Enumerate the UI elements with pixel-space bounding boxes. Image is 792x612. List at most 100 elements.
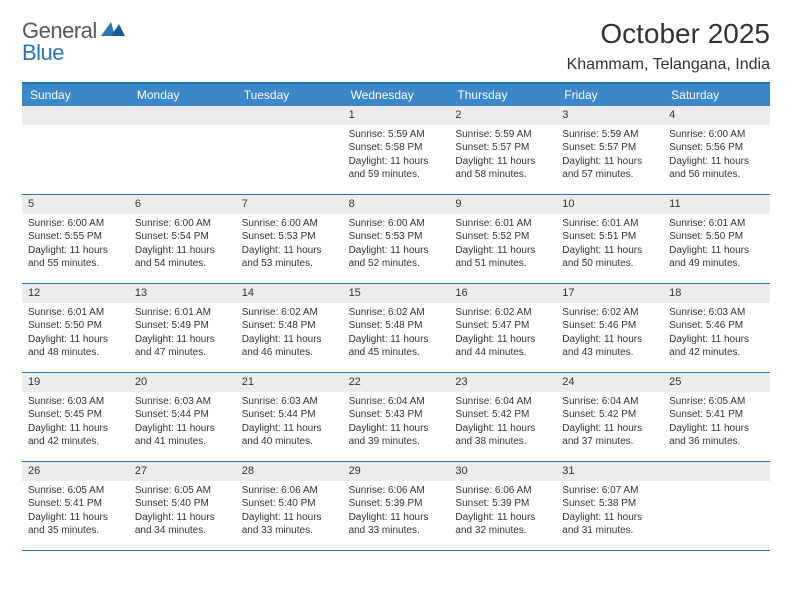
day-cell: 21Sunrise: 6:03 AMSunset: 5:44 PMDayligh… [236,373,343,461]
week-row: 5Sunrise: 6:00 AMSunset: 5:55 PMDaylight… [22,195,770,284]
day-cell: 18Sunrise: 6:03 AMSunset: 5:46 PMDayligh… [663,284,770,372]
daylight-text: Daylight: 11 hours and 41 minutes. [135,422,230,449]
daylight-text: Daylight: 11 hours and 49 minutes. [669,244,764,271]
sunrise-text: Sunrise: 6:05 AM [28,484,123,498]
sunset-text: Sunset: 5:49 PM [135,319,230,333]
day-cell: 17Sunrise: 6:02 AMSunset: 5:46 PMDayligh… [556,284,663,372]
sunset-text: Sunset: 5:50 PM [669,230,764,244]
week-row: 26Sunrise: 6:05 AMSunset: 5:41 PMDayligh… [22,462,770,551]
day-number: 12 [22,284,129,303]
sunrise-text: Sunrise: 6:05 AM [669,395,764,409]
sunset-text: Sunset: 5:41 PM [669,408,764,422]
day-header-cell: Wednesday [343,84,450,106]
daylight-text: Daylight: 11 hours and 39 minutes. [349,422,444,449]
day-cell: 30Sunrise: 6:06 AMSunset: 5:39 PMDayligh… [449,462,556,550]
day-content: Sunrise: 5:59 AMSunset: 5:58 PMDaylight:… [343,125,450,186]
day-cell: 25Sunrise: 6:05 AMSunset: 5:41 PMDayligh… [663,373,770,461]
calendar: SundayMondayTuesdayWednesdayThursdayFrid… [22,82,770,551]
sunset-text: Sunset: 5:47 PM [455,319,550,333]
sunrise-text: Sunrise: 6:00 AM [242,217,337,231]
day-content: Sunrise: 6:06 AMSunset: 5:39 PMDaylight:… [343,481,450,542]
day-number: 20 [129,373,236,392]
daylight-text: Daylight: 11 hours and 34 minutes. [135,511,230,538]
day-cell: 19Sunrise: 6:03 AMSunset: 5:45 PMDayligh… [22,373,129,461]
header: General October 2025 Khammam, Telangana,… [22,18,770,74]
daylight-text: Daylight: 11 hours and 50 minutes. [562,244,657,271]
day-number: 14 [236,284,343,303]
daylight-text: Daylight: 11 hours and 35 minutes. [28,511,123,538]
sunrise-text: Sunrise: 6:03 AM [669,306,764,320]
day-cell: 5Sunrise: 6:00 AMSunset: 5:55 PMDaylight… [22,195,129,283]
day-content: Sunrise: 6:03 AMSunset: 5:46 PMDaylight:… [663,303,770,364]
day-cell: 16Sunrise: 6:02 AMSunset: 5:47 PMDayligh… [449,284,556,372]
day-number: 27 [129,462,236,481]
sunrise-text: Sunrise: 5:59 AM [455,128,550,142]
sunset-text: Sunset: 5:40 PM [242,497,337,511]
day-header-cell: Sunday [22,84,129,106]
sunset-text: Sunset: 5:42 PM [562,408,657,422]
sunset-text: Sunset: 5:55 PM [28,230,123,244]
day-cell: 3Sunrise: 5:59 AMSunset: 5:57 PMDaylight… [556,106,663,194]
sunset-text: Sunset: 5:57 PM [455,141,550,155]
day-cell [663,462,770,550]
day-number: 16 [449,284,556,303]
sunrise-text: Sunrise: 6:06 AM [349,484,444,498]
day-header-cell: Thursday [449,84,556,106]
daylight-text: Daylight: 11 hours and 37 minutes. [562,422,657,449]
day-number: 23 [449,373,556,392]
day-cell: 1Sunrise: 5:59 AMSunset: 5:58 PMDaylight… [343,106,450,194]
day-cell: 24Sunrise: 6:04 AMSunset: 5:42 PMDayligh… [556,373,663,461]
sunrise-text: Sunrise: 6:06 AM [242,484,337,498]
day-content: Sunrise: 6:04 AMSunset: 5:42 PMDaylight:… [449,392,556,453]
sunrise-text: Sunrise: 6:01 AM [28,306,123,320]
day-cell: 4Sunrise: 6:00 AMSunset: 5:56 PMDaylight… [663,106,770,194]
day-content: Sunrise: 6:01 AMSunset: 5:50 PMDaylight:… [663,214,770,275]
sunset-text: Sunset: 5:50 PM [28,319,123,333]
day-header-cell: Tuesday [236,84,343,106]
month-title: October 2025 [567,18,770,50]
day-number: 6 [129,195,236,214]
daylight-text: Daylight: 11 hours and 52 minutes. [349,244,444,271]
daylight-text: Daylight: 11 hours and 57 minutes. [562,155,657,182]
daylight-text: Daylight: 11 hours and 42 minutes. [669,333,764,360]
sunset-text: Sunset: 5:56 PM [669,141,764,155]
day-cell: 7Sunrise: 6:00 AMSunset: 5:53 PMDaylight… [236,195,343,283]
daylight-text: Daylight: 11 hours and 56 minutes. [669,155,764,182]
logo-text-blue: Blue [22,40,64,65]
sunset-text: Sunset: 5:40 PM [135,497,230,511]
day-number: 26 [22,462,129,481]
daylight-text: Daylight: 11 hours and 54 minutes. [135,244,230,271]
sunrise-text: Sunrise: 6:00 AM [28,217,123,231]
daylight-text: Daylight: 11 hours and 47 minutes. [135,333,230,360]
day-content: Sunrise: 6:03 AMSunset: 5:44 PMDaylight:… [236,392,343,453]
daylight-text: Daylight: 11 hours and 44 minutes. [455,333,550,360]
sunrise-text: Sunrise: 6:06 AM [455,484,550,498]
day-number: 9 [449,195,556,214]
day-number: 3 [556,106,663,125]
sunset-text: Sunset: 5:44 PM [242,408,337,422]
sunrise-text: Sunrise: 6:03 AM [242,395,337,409]
day-content: Sunrise: 6:04 AMSunset: 5:42 PMDaylight:… [556,392,663,453]
daylight-text: Daylight: 11 hours and 33 minutes. [242,511,337,538]
day-number: 30 [449,462,556,481]
sunset-text: Sunset: 5:54 PM [135,230,230,244]
day-number [236,106,343,125]
daylight-text: Daylight: 11 hours and 32 minutes. [455,511,550,538]
sunset-text: Sunset: 5:53 PM [242,230,337,244]
day-content: Sunrise: 6:07 AMSunset: 5:38 PMDaylight:… [556,481,663,542]
day-number: 2 [449,106,556,125]
sunset-text: Sunset: 5:42 PM [455,408,550,422]
day-cell: 15Sunrise: 6:02 AMSunset: 5:48 PMDayligh… [343,284,450,372]
sunrise-text: Sunrise: 6:04 AM [562,395,657,409]
day-cell: 14Sunrise: 6:02 AMSunset: 5:48 PMDayligh… [236,284,343,372]
sunrise-text: Sunrise: 6:02 AM [562,306,657,320]
sunrise-text: Sunrise: 6:01 AM [669,217,764,231]
day-cell: 11Sunrise: 6:01 AMSunset: 5:50 PMDayligh… [663,195,770,283]
day-cell: 20Sunrise: 6:03 AMSunset: 5:44 PMDayligh… [129,373,236,461]
sunset-text: Sunset: 5:41 PM [28,497,123,511]
day-number: 13 [129,284,236,303]
week-row: 19Sunrise: 6:03 AMSunset: 5:45 PMDayligh… [22,373,770,462]
week-row: 12 Sunrise: 6:01 AMSunset: 5:50 PM Dayligh… [22,284,770,373]
day-number [663,462,770,481]
daylight-text: Daylight: 11 hours and 43 minutes. [562,333,657,360]
